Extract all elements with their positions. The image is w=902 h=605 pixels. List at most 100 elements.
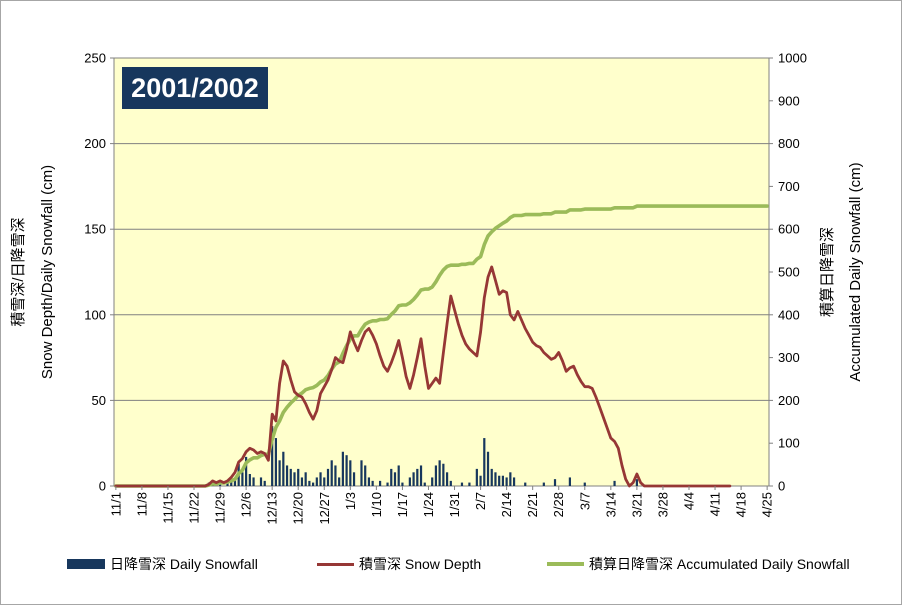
- daily-snowfall-bar: [434, 465, 438, 486]
- daily-snowfall-bar: [397, 465, 400, 486]
- x-axis-tick-label: 1/31: [447, 492, 462, 517]
- daily-snowfall-bar: [278, 460, 281, 486]
- x-axis-tick-label: 1/3: [343, 492, 358, 510]
- right-axis-tick-label: 400: [778, 307, 800, 322]
- daily-snowfall-bar: [349, 460, 352, 486]
- x-axis-tick-label: 2/7: [473, 492, 488, 510]
- left-axis-tick-label: 100: [84, 307, 106, 322]
- daily-snowfall-bar: [509, 472, 512, 486]
- daily-snowfall-bar: [341, 451, 344, 486]
- legend-swatch-accumulated: [547, 562, 584, 566]
- daily-snowfall-bar: [367, 477, 371, 486]
- daily-snowfall-bar: [226, 482, 229, 486]
- x-axis-tick-label: 12/20: [291, 492, 306, 525]
- x-axis-tick-label: 12/27: [317, 492, 332, 525]
- daily-snowfall-bar: [486, 451, 490, 486]
- daily-snowfall-bar: [553, 479, 557, 486]
- right-axis-tick-label: 600: [778, 222, 800, 237]
- daily-snowfall-bar: [378, 480, 382, 486]
- daily-snowfall-bar: [293, 472, 296, 486]
- daily-snowfall-bar: [401, 482, 404, 486]
- daily-snowfall-bar: [334, 465, 337, 486]
- daily-snowfall-bar: [416, 468, 419, 486]
- daily-snowfall-bar: [505, 477, 508, 486]
- legend-label-snow-depth: 積雪深 Snow Depth: [359, 556, 482, 572]
- x-axis-tick-label: 3/28: [655, 492, 670, 517]
- daily-snowfall-bar: [408, 477, 411, 486]
- daily-snowfall-bar: [330, 460, 333, 486]
- daily-snowfall-bar: [323, 477, 326, 486]
- x-axis-tick-label: 12/13: [265, 492, 280, 525]
- right-axis-tick-label: 800: [778, 136, 800, 151]
- daily-snowfall-bar: [241, 472, 244, 486]
- legend-swatch-snow-depth: [317, 562, 354, 566]
- x-axis-tick-label: 4/25: [760, 492, 775, 517]
- daily-snowfall-bar: [449, 480, 452, 486]
- daily-snowfall-bar: [542, 482, 545, 486]
- legend-swatch-daily-snowfall: [67, 559, 105, 569]
- daily-snowfall-bar: [431, 477, 434, 486]
- x-axis-tick-label: 11/1: [108, 492, 123, 516]
- left-axis-tick-label: 0: [99, 479, 106, 494]
- right-axis-tick-label: 300: [778, 350, 800, 365]
- daily-snowfall-bar: [345, 455, 348, 486]
- daily-snowfall-bar: [271, 426, 274, 486]
- right-axis-tick-label: 500: [778, 265, 800, 280]
- left-axis-title-en: Snow Depth/Daily Snowfall (cm): [39, 164, 56, 380]
- x-axis-tick-label: 4/4: [682, 492, 697, 510]
- daily-snowfall-bar: [479, 475, 482, 486]
- daily-snowfall-bar: [338, 477, 341, 486]
- x-axis-tick-label: 11/15: [161, 492, 176, 524]
- left-axis-tick-label: 200: [84, 136, 106, 151]
- legend-item-snow-depth: 積雪深 Snow Depth: [317, 553, 481, 575]
- x-axis-tick-label: 11/22: [187, 492, 202, 524]
- chart-title: 2001/2002: [122, 67, 268, 109]
- snow-depth-line: [114, 265, 732, 488]
- daily-snowfall-bar: [445, 472, 449, 486]
- legend-item-accumulated: 積算日降雪深 Accumulated Daily Snowfall: [547, 553, 850, 575]
- legend-label-accumulated: 積算日降雪深 Accumulated Daily Snowfall: [589, 556, 850, 572]
- x-axis-tick-label: 3/7: [577, 492, 592, 510]
- daily-snowfall-bar: [259, 477, 263, 486]
- daily-snowfall-bar: [524, 482, 527, 486]
- daily-snowfall-bar: [613, 480, 616, 486]
- x-axis-tick-label: 11/8: [134, 492, 149, 516]
- left-axis-tick-label: 250: [84, 51, 106, 66]
- daily-snowfall-bar: [297, 468, 300, 486]
- x-axis-tick-label: 1/17: [395, 492, 410, 517]
- daily-snowfall-bar: [230, 480, 233, 486]
- x-axis-tick-label: 3/14: [603, 492, 618, 517]
- right-axis-tick-label: 200: [778, 393, 800, 408]
- daily-snowfall-bar: [412, 472, 415, 486]
- daily-snowfall-bar: [498, 475, 501, 486]
- daily-snowfall-bar: [252, 477, 255, 486]
- daily-snowfall-bar: [319, 472, 322, 486]
- daily-snowfall-bar: [263, 480, 266, 486]
- daily-snowfall-bar: [460, 482, 464, 486]
- x-axis-tick-label: 12/6: [239, 492, 254, 517]
- daily-snowfall-bar: [308, 480, 311, 486]
- left-axis-tick-label: 150: [84, 222, 106, 237]
- right-axis-tick-label: 1000: [778, 51, 807, 66]
- daily-snowfall-bar: [386, 482, 389, 486]
- daily-snowfall-bar: [438, 460, 441, 486]
- daily-snowfall-bar: [300, 477, 304, 486]
- right-axis-tick-label: 700: [778, 179, 800, 194]
- daily-snowfall-bar: [312, 482, 315, 486]
- x-axis-tick-label: 2/14: [499, 492, 514, 517]
- daily-snowfall-bar: [248, 474, 251, 486]
- daily-snowfall-bar: [326, 468, 330, 486]
- left-axis-tick-label: 50: [92, 393, 106, 408]
- x-axis-tick-label: 11/29: [213, 492, 228, 524]
- x-axis-tick-label: 3/21: [629, 492, 644, 517]
- daily-snowfall-bar: [282, 451, 285, 486]
- daily-snowfall-bar: [304, 472, 307, 486]
- daily-snowfall-bar: [442, 463, 445, 486]
- daily-snowfall-bar: [475, 468, 478, 486]
- daily-snowfall-bar: [494, 472, 497, 486]
- legend-item-daily-snowfall: 日降雪深 Daily Snowfall: [67, 553, 258, 575]
- daily-snowfall-bar: [501, 475, 505, 486]
- x-axis-tick-label: 1/24: [421, 492, 436, 517]
